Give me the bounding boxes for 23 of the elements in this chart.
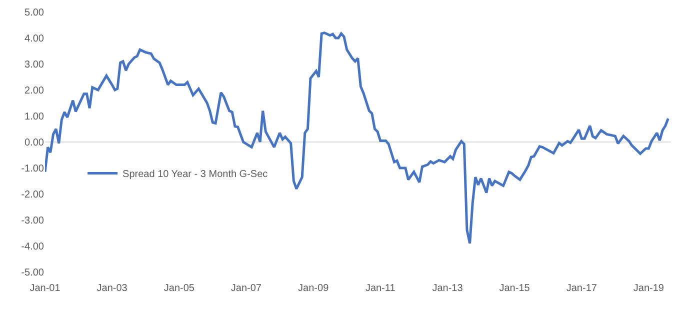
y-tick-label: -4.00 — [21, 242, 44, 252]
x-tick-label: Jan-17 — [566, 283, 598, 294]
x-tick-label: Jan-09 — [298, 283, 330, 294]
y-tick-label: 3.00 — [24, 60, 44, 70]
legend-label: Spread 10 Year - 3 Month G-Sec — [122, 169, 268, 180]
x-tick-label: Jan-03 — [96, 283, 128, 294]
line-series — [45, 32, 670, 245]
y-tick-label: -3.00 — [21, 216, 44, 226]
x-tick-label: Jan-15 — [499, 283, 530, 294]
y-tick-label: 5.00 — [24, 8, 44, 18]
x-tick-label: Jan-07 — [230, 283, 262, 294]
y-tick-label: 0.00 — [24, 138, 44, 148]
x-tick-label: Jan-19 — [633, 283, 664, 294]
y-tick-label: -1.00 — [21, 164, 44, 174]
x-tick-label: Jan-13 — [432, 283, 464, 294]
y-tick-label: 2.00 — [24, 86, 44, 96]
y-tick-label: -5.00 — [21, 268, 44, 278]
y-tick-label: -2.00 — [21, 190, 44, 200]
x-tick-label: Jan-05 — [164, 283, 195, 294]
y-tick-label: 4.00 — [24, 34, 44, 44]
x-tick-label: Jan-11 — [365, 283, 396, 294]
y-tick-label: 1.00 — [24, 112, 44, 122]
x-tick-label: Jan-01 — [30, 283, 61, 294]
